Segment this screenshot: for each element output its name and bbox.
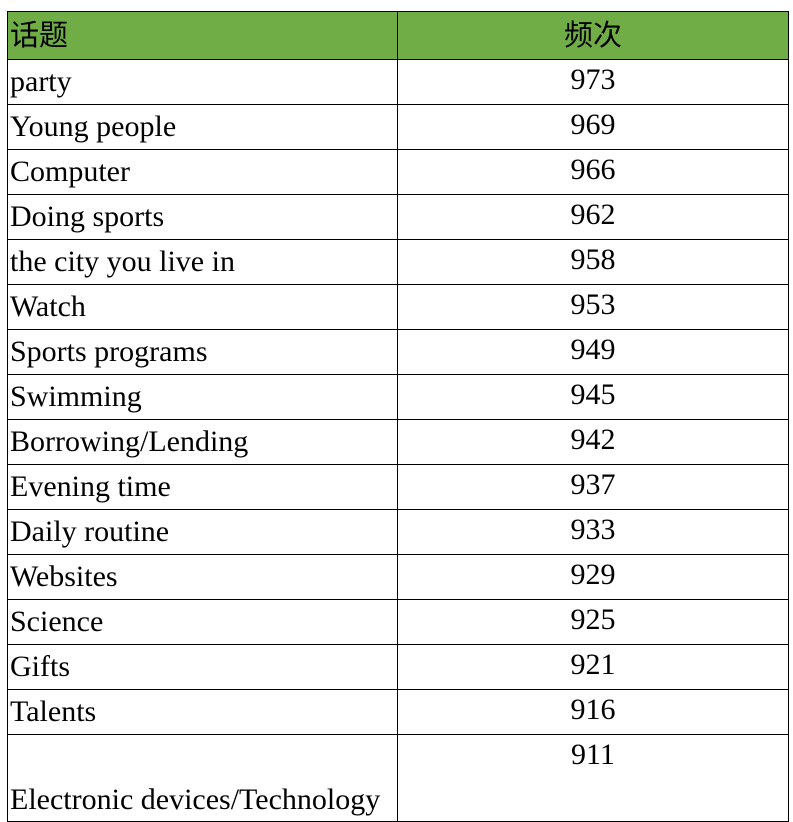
row-topic: Science (7, 599, 398, 645)
row-frequency: 921 (397, 644, 789, 690)
topic-frequency-table-wrapper: 话题 频次 party 973 Young people 969 Compute… (7, 11, 789, 822)
row-frequency: 969 (397, 104, 789, 150)
table-row: Young people 969 (7, 104, 789, 150)
header-frequency: 频次 (397, 11, 789, 60)
table-row: party 973 (7, 59, 789, 105)
row-frequency: 962 (397, 194, 789, 240)
row-frequency: 966 (397, 149, 789, 195)
table-row: Computer 966 (7, 149, 789, 195)
row-topic: Young people (7, 104, 398, 150)
table-row: Gifts 921 (7, 644, 789, 690)
table-row: Sports programs 949 (7, 329, 789, 375)
row-topic: Doing sports (7, 194, 398, 240)
table-row: Electronic devices/Technology 911 (7, 734, 789, 822)
row-frequency: 942 (397, 419, 789, 465)
row-topic: Electronic devices/Technology (7, 734, 398, 822)
table-row: Watch 953 (7, 284, 789, 330)
row-topic: Computer (7, 149, 398, 195)
row-topic: the city you live in (7, 239, 398, 285)
table-row: Doing sports 962 (7, 194, 789, 240)
row-frequency: 953 (397, 284, 789, 330)
table-row: Science 925 (7, 599, 789, 645)
row-frequency: 958 (397, 239, 789, 285)
row-frequency: 937 (397, 464, 789, 510)
table-row: Talents 916 (7, 689, 789, 735)
table-row: Evening time 937 (7, 464, 789, 510)
header-topic: 话题 (7, 11, 398, 60)
row-frequency: 973 (397, 59, 789, 105)
table-row: Swimming 945 (7, 374, 789, 420)
table-header-row: 话题 频次 (7, 11, 789, 60)
row-topic: Sports programs (7, 329, 398, 375)
row-frequency: 933 (397, 509, 789, 555)
table-row: Daily routine 933 (7, 509, 789, 555)
row-topic: Gifts (7, 644, 398, 690)
table-row: the city you live in 958 (7, 239, 789, 285)
row-topic: Talents (7, 689, 398, 735)
row-topic: Websites (7, 554, 398, 600)
row-topic: Watch (7, 284, 398, 330)
row-topic: Daily routine (7, 509, 398, 555)
row-topic: party (7, 59, 398, 105)
row-topic: Borrowing/Lending (7, 419, 398, 465)
table-row: Websites 929 (7, 554, 789, 600)
row-frequency: 929 (397, 554, 789, 600)
row-topic: Swimming (7, 374, 398, 420)
row-frequency: 945 (397, 374, 789, 420)
topic-frequency-table: 话题 频次 party 973 Young people 969 Compute… (7, 11, 789, 822)
row-frequency: 925 (397, 599, 789, 645)
row-frequency: 949 (397, 329, 789, 375)
row-topic: Evening time (7, 464, 398, 510)
row-frequency: 916 (397, 689, 789, 735)
row-frequency: 911 (397, 734, 789, 822)
table-row: Borrowing/Lending 942 (7, 419, 789, 465)
